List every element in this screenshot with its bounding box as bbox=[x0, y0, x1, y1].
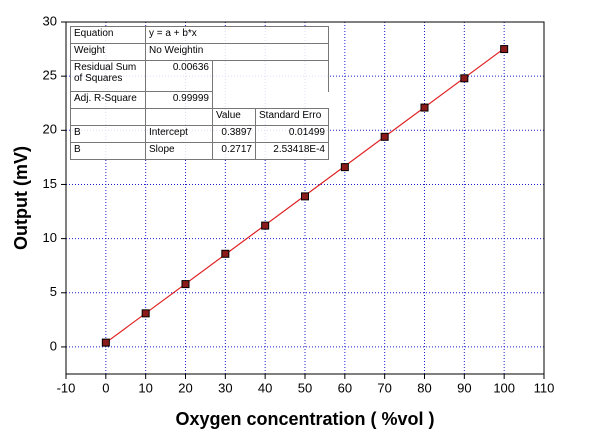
x-tick-label: 50 bbox=[298, 380, 312, 395]
marker bbox=[500, 45, 509, 54]
cell: y = a + b*x bbox=[145, 26, 329, 44]
cell: Slope bbox=[145, 142, 213, 160]
x-tick-label: 100 bbox=[493, 380, 515, 395]
x-tick-label: 70 bbox=[377, 380, 391, 395]
x-tick-label: 0 bbox=[102, 380, 109, 395]
cell: 0.00636 bbox=[145, 60, 213, 92]
x-tick-label: -10 bbox=[57, 380, 76, 395]
x-tick-label: 90 bbox=[457, 380, 471, 395]
y-tick-label: 20 bbox=[43, 122, 57, 137]
cell: 0.3897 bbox=[212, 125, 256, 143]
marker bbox=[101, 338, 110, 347]
cell: Intercept bbox=[145, 125, 213, 143]
x-tick-label: 60 bbox=[338, 380, 352, 395]
marker bbox=[221, 249, 230, 258]
cell: 0.2717 bbox=[212, 142, 256, 160]
cell: Adj. R-Square bbox=[70, 91, 146, 109]
x-tick-label: 80 bbox=[417, 380, 431, 395]
y-tick-label: 0 bbox=[50, 338, 57, 353]
x-tick-label: 40 bbox=[258, 380, 272, 395]
marker bbox=[181, 280, 190, 289]
marker bbox=[460, 74, 469, 83]
marker bbox=[141, 309, 150, 318]
x-tick-label: 30 bbox=[218, 380, 232, 395]
x-tick-label: 20 bbox=[178, 380, 192, 395]
cell bbox=[145, 108, 213, 126]
fit-table: Equation y = a + b*x Weight No Weightin Re… bbox=[70, 26, 329, 160]
x-axis-label: Oxygen concentration ( %vol ) bbox=[175, 409, 434, 429]
cell: Residual Sum of Squares bbox=[70, 60, 146, 92]
cell: B bbox=[70, 125, 146, 143]
cell: 0.99999 bbox=[145, 91, 213, 109]
cell: Standard Erro bbox=[255, 108, 329, 126]
cell: 2.53418E-4 bbox=[255, 142, 329, 160]
plot-frame bbox=[65, 21, 545, 375]
y-axis-label: Output (mV) bbox=[11, 146, 31, 250]
marker bbox=[261, 221, 270, 230]
cell: Weight bbox=[70, 43, 146, 61]
cell: B bbox=[70, 142, 146, 160]
cell bbox=[70, 108, 146, 126]
y-tick-label: 25 bbox=[43, 68, 57, 83]
y-tick-label: 15 bbox=[43, 176, 57, 191]
cell bbox=[256, 92, 329, 109]
y-tick-label: 30 bbox=[43, 13, 57, 28]
cell: Value bbox=[212, 108, 256, 126]
y-tick-label: 10 bbox=[43, 230, 57, 245]
x-tick-label: 10 bbox=[138, 380, 152, 395]
x-tick-label: 110 bbox=[534, 380, 555, 395]
cell: No Weightin bbox=[145, 43, 329, 61]
cell bbox=[255, 60, 329, 92]
marker bbox=[420, 103, 429, 112]
y-tick-label: 5 bbox=[50, 284, 57, 299]
cell bbox=[212, 60, 256, 92]
marker bbox=[380, 132, 389, 141]
marker bbox=[340, 163, 349, 172]
cell: Equation bbox=[70, 26, 146, 44]
cell bbox=[213, 92, 256, 109]
cell: 0.01499 bbox=[255, 125, 329, 143]
marker bbox=[301, 192, 309, 201]
